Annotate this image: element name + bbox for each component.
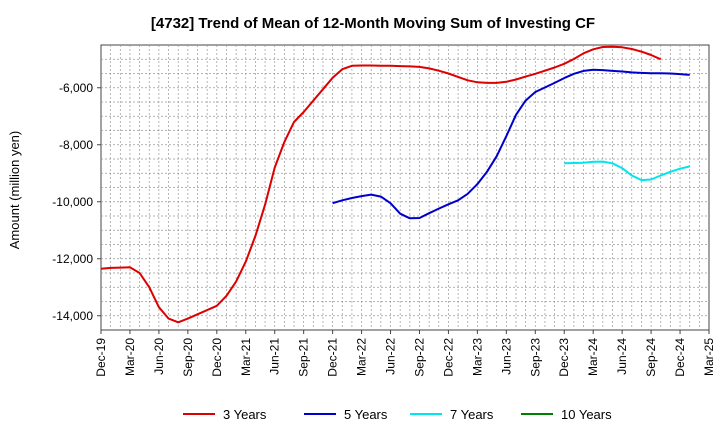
legend-label-5-years: 5 Years bbox=[344, 407, 388, 422]
x-tick-label: Sep-21 bbox=[297, 338, 311, 377]
y-tick-label: -8,000 bbox=[59, 138, 93, 152]
x-tick-label: Dec-21 bbox=[326, 338, 340, 377]
legend-label-10-years: 10 Years bbox=[561, 407, 612, 422]
x-tick-label: Dec-23 bbox=[557, 338, 571, 377]
series-line-3-years bbox=[100, 45, 662, 324]
x-tick-label: Dec-19 bbox=[94, 338, 108, 377]
series-line-5-years bbox=[332, 68, 690, 220]
legend: 3 Years 5 Years 7 Years 10 Years bbox=[183, 407, 612, 422]
chart-title: [4732] Trend of Mean of 12-Month Moving … bbox=[151, 15, 595, 32]
y-tick-label: -14,000 bbox=[52, 309, 93, 323]
x-tick-label: Sep-24 bbox=[644, 338, 658, 377]
x-tick-label: Jun-20 bbox=[152, 338, 166, 375]
x-tick-label: Jun-21 bbox=[268, 338, 282, 375]
x-tick-label: Mar-25 bbox=[702, 338, 716, 376]
series-line-7-years bbox=[564, 160, 690, 182]
x-tick-label: Mar-20 bbox=[123, 338, 137, 376]
y-axis-title: Amount (million yen) bbox=[7, 131, 22, 250]
x-tick-label: Sep-22 bbox=[412, 338, 426, 377]
x-tick-label: Jun-23 bbox=[499, 338, 513, 375]
y-tick-label: -12,000 bbox=[52, 252, 93, 266]
x-tick-label: Mar-23 bbox=[470, 338, 484, 376]
x-tick-label: Dec-22 bbox=[441, 338, 455, 377]
x-tick-label: Jun-24 bbox=[615, 338, 629, 375]
legend-label-7-years: 7 Years bbox=[450, 407, 494, 422]
x-tick-label: Sep-20 bbox=[181, 338, 195, 377]
x-tick-label: Mar-24 bbox=[586, 338, 600, 376]
y-tick-label: -10,000 bbox=[52, 195, 93, 209]
legend-label-3-years: 3 Years bbox=[223, 407, 267, 422]
x-tick-label: Sep-23 bbox=[528, 338, 542, 377]
y-tick-label: -6,000 bbox=[59, 81, 93, 95]
x-tick-label: Mar-22 bbox=[355, 338, 369, 376]
x-tick-label: Jun-22 bbox=[384, 338, 398, 375]
plot-area: -14,000 -12,000 -10,000 -8,000 -6,000 Dec-19 M… bbox=[52, 44, 716, 377]
x-tick-label: Dec-24 bbox=[673, 338, 687, 377]
x-tick-label: Dec-20 bbox=[210, 338, 224, 377]
x-tick-label: Mar-21 bbox=[239, 338, 253, 376]
